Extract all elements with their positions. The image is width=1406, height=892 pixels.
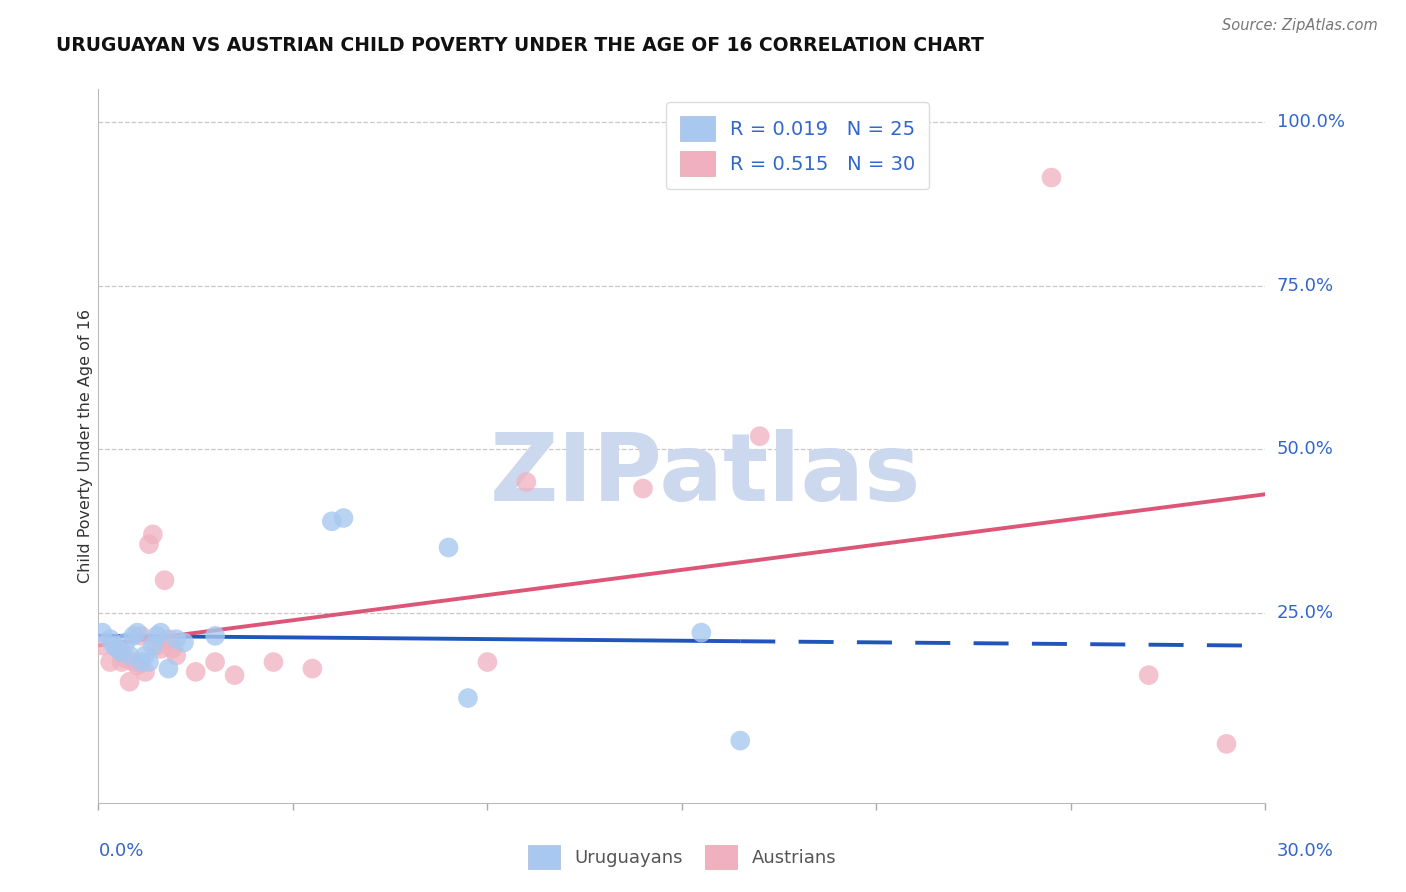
Point bbox=[149, 625, 172, 640]
Point bbox=[165, 632, 187, 647]
Point bbox=[204, 629, 226, 643]
Point bbox=[146, 629, 169, 643]
Point bbox=[129, 655, 152, 669]
Point bbox=[730, 733, 752, 747]
Text: 25.0%: 25.0% bbox=[1277, 604, 1334, 622]
Point bbox=[1040, 170, 1063, 185]
Point bbox=[129, 629, 152, 643]
Point bbox=[162, 642, 184, 657]
Legend: Uruguayans, Austrians: Uruguayans, Austrians bbox=[520, 838, 844, 876]
Point bbox=[114, 635, 136, 649]
Point bbox=[91, 625, 114, 640]
Point bbox=[515, 475, 537, 489]
Point bbox=[631, 482, 654, 496]
Point bbox=[114, 652, 136, 666]
Point bbox=[111, 645, 134, 659]
Point bbox=[1137, 668, 1160, 682]
Point bbox=[118, 674, 141, 689]
Point bbox=[301, 662, 323, 676]
Point bbox=[457, 691, 479, 706]
Point bbox=[138, 537, 160, 551]
Point bbox=[111, 655, 134, 669]
Y-axis label: Child Poverty Under the Age of 16: Child Poverty Under the Age of 16 bbox=[77, 309, 93, 583]
Point bbox=[157, 662, 180, 676]
Text: 30.0%: 30.0% bbox=[1277, 842, 1333, 860]
Point bbox=[107, 642, 129, 657]
Point bbox=[149, 642, 172, 657]
Point bbox=[262, 655, 284, 669]
Point bbox=[122, 655, 145, 669]
Point bbox=[127, 625, 149, 640]
Point bbox=[332, 511, 354, 525]
Point bbox=[98, 655, 121, 669]
Point bbox=[146, 639, 169, 653]
Point bbox=[134, 665, 156, 679]
Text: 75.0%: 75.0% bbox=[1277, 277, 1334, 294]
Point bbox=[437, 541, 460, 555]
Point bbox=[98, 632, 121, 647]
Point bbox=[118, 648, 141, 663]
Text: 0.0%: 0.0% bbox=[98, 842, 143, 860]
Point bbox=[107, 642, 129, 657]
Point bbox=[1215, 737, 1237, 751]
Point bbox=[173, 635, 195, 649]
Text: Source: ZipAtlas.com: Source: ZipAtlas.com bbox=[1222, 18, 1378, 33]
Point bbox=[127, 658, 149, 673]
Point bbox=[690, 625, 713, 640]
Point bbox=[321, 514, 343, 528]
Point bbox=[103, 639, 125, 653]
Point bbox=[153, 573, 176, 587]
Text: URUGUAYAN VS AUSTRIAN CHILD POVERTY UNDER THE AGE OF 16 CORRELATION CHART: URUGUAYAN VS AUSTRIAN CHILD POVERTY UNDE… bbox=[56, 36, 984, 54]
Point bbox=[142, 527, 165, 541]
Point bbox=[138, 655, 160, 669]
Text: 100.0%: 100.0% bbox=[1277, 113, 1344, 131]
Point bbox=[184, 665, 207, 679]
Point bbox=[224, 668, 246, 682]
Point bbox=[204, 655, 226, 669]
Point bbox=[122, 629, 145, 643]
Point bbox=[142, 639, 165, 653]
Point bbox=[91, 639, 114, 653]
Point bbox=[165, 648, 187, 663]
Text: ZIPatlas: ZIPatlas bbox=[489, 428, 921, 521]
Point bbox=[477, 655, 499, 669]
Point bbox=[748, 429, 770, 443]
Text: 50.0%: 50.0% bbox=[1277, 441, 1333, 458]
Point bbox=[157, 632, 180, 647]
Point bbox=[134, 648, 156, 663]
